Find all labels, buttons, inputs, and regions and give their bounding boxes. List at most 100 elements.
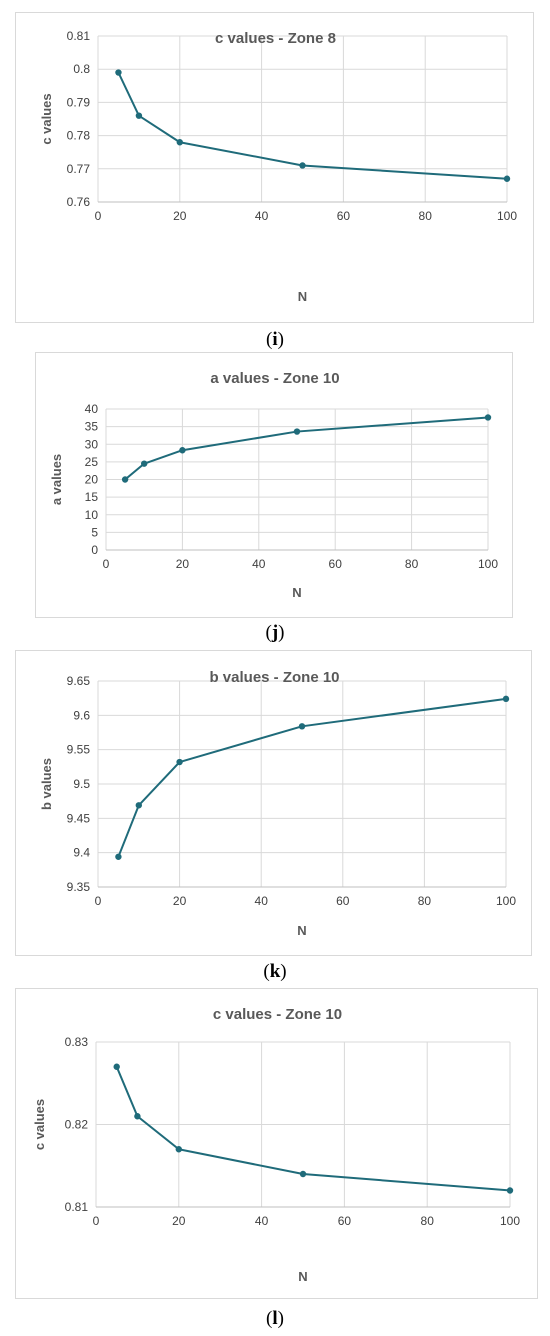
chart-panel-i: 0 20 40 60 80 100 0.76 0.77 0.78 0.79 0.8 0.81 c val… xyxy=(15,12,534,323)
x-tick-label: 80 xyxy=(419,209,433,223)
y-tick-label: 9.65 xyxy=(67,674,91,688)
x-tick-label: 20 xyxy=(172,1214,186,1228)
y-tick-label: 35 xyxy=(85,420,99,434)
y-tick-label: 25 xyxy=(85,455,99,469)
y-tick-label: 10 xyxy=(85,508,99,522)
y-tick-label: 0.82 xyxy=(65,1118,89,1132)
y-tick-label: 0.78 xyxy=(67,129,91,143)
caption-open: ( xyxy=(266,1308,273,1329)
data-point xyxy=(141,460,148,467)
x-tick-label: 80 xyxy=(421,1214,435,1228)
caption-close: ) xyxy=(277,329,284,350)
y-tick-label: 9.4 xyxy=(73,846,90,860)
data-point xyxy=(484,414,492,421)
chart-title: c values - Zone 10 xyxy=(213,1006,342,1023)
x-tick-label: 60 xyxy=(337,209,351,223)
y-axis-label: c values xyxy=(39,93,54,144)
x-tick-label: 20 xyxy=(173,209,187,223)
x-tick-label: 40 xyxy=(252,557,266,571)
x-tick-label: 20 xyxy=(176,557,190,571)
x-tick-label: 40 xyxy=(255,209,269,223)
y-tick-label: 9.6 xyxy=(73,708,90,722)
y-tick-label: 0.76 xyxy=(67,195,91,209)
x-tick-label: 60 xyxy=(329,557,343,571)
x-tick-label: 60 xyxy=(336,894,350,908)
x-tick-label: 40 xyxy=(255,894,269,908)
x-axis-label: N xyxy=(298,289,307,304)
data-point xyxy=(506,1187,514,1194)
data-point xyxy=(121,476,129,483)
data-point xyxy=(134,1113,141,1120)
data-point xyxy=(176,758,183,766)
data-point xyxy=(176,139,183,146)
caption-open: ( xyxy=(265,622,272,643)
y-tick-label: 0.77 xyxy=(67,162,91,176)
chart-title: c values - Zone 8 xyxy=(215,30,336,47)
data-point xyxy=(299,162,306,169)
chart-svg-k: 0 20 40 60 80 100 9.35 9.4 9.45 9.5 9.55 9.6 9.65 b v… xyxy=(39,669,516,938)
data-point xyxy=(502,695,510,703)
data-point xyxy=(115,853,122,860)
chart-svg-l: 0 20 40 60 80 100 0.81 0.82 0.83 c values - Zone … xyxy=(32,1006,520,1284)
data-point xyxy=(298,723,306,730)
chart-svg-j: 0 20 40 60 80 100 0 5 10 15 20 25 30 35 40 a values - Z… xyxy=(49,370,498,600)
y-tick-label: 0.81 xyxy=(67,29,91,43)
y-tick-label: 0.8 xyxy=(73,62,90,76)
y-tick-label: 20 xyxy=(85,473,99,487)
caption-k: (k) xyxy=(0,961,550,983)
y-tick-label: 30 xyxy=(85,437,99,451)
x-tick-label: 100 xyxy=(496,894,516,908)
y-tick-label: 9.55 xyxy=(67,743,91,757)
data-point xyxy=(175,1146,182,1153)
y-tick-label: 5 xyxy=(91,525,98,539)
data-point xyxy=(503,175,511,182)
x-tick-label: 0 xyxy=(95,894,102,908)
x-tick-label: 40 xyxy=(255,1214,269,1228)
data-point xyxy=(293,428,301,435)
caption-letter: l xyxy=(272,1308,278,1329)
x-tick-label: 100 xyxy=(497,209,517,223)
data-point xyxy=(135,112,143,119)
caption-open: ( xyxy=(266,329,273,350)
y-tick-label: 15 xyxy=(85,490,99,504)
data-point xyxy=(135,802,142,809)
chart-title: a values - Zone 10 xyxy=(210,370,339,387)
series-line xyxy=(117,697,507,858)
data-point xyxy=(113,1063,120,1070)
x-tick-label: 60 xyxy=(338,1214,352,1228)
chart-panel-k: 0 20 40 60 80 100 9.35 9.4 9.45 9.5 9.55 9.6 9.65 b v… xyxy=(15,650,532,956)
x-tick-label: 0 xyxy=(103,557,110,571)
chart-title: b values - Zone 10 xyxy=(209,669,339,686)
caption-close: ) xyxy=(277,1308,284,1329)
y-tick-label: 9.35 xyxy=(67,880,91,894)
data-point xyxy=(299,1170,307,1178)
y-axis-label: a values xyxy=(49,454,64,505)
y-tick-label: 9.5 xyxy=(73,777,90,791)
chart-panel-l: 0 20 40 60 80 100 0.81 0.82 0.83 c values - Zone … xyxy=(15,988,538,1299)
data-point xyxy=(115,69,122,76)
data-point xyxy=(179,447,186,454)
x-axis-label: N xyxy=(292,585,301,600)
y-axis-label: b values xyxy=(39,758,54,810)
series-line xyxy=(115,1066,511,1192)
caption-letter: i xyxy=(272,329,278,350)
caption-j: (j) xyxy=(0,622,550,644)
y-tick-label: 0.79 xyxy=(67,95,91,109)
x-axis-label: N xyxy=(297,923,306,938)
chart-svg-i: 0 20 40 60 80 100 0.76 0.77 0.78 0.79 0.8 0.81 c val… xyxy=(39,29,517,304)
x-tick-label: 20 xyxy=(173,894,187,908)
x-tick-label: 100 xyxy=(500,1214,520,1228)
caption-open: ( xyxy=(263,961,270,982)
x-tick-label: 80 xyxy=(405,557,419,571)
y-tick-label: 0.83 xyxy=(65,1035,89,1049)
chart-panel-j: 0 20 40 60 80 100 0 5 10 15 20 25 30 35 40 a values - Z… xyxy=(35,352,513,618)
x-tick-label: 80 xyxy=(418,894,432,908)
series-line xyxy=(117,72,508,180)
y-tick-label: 40 xyxy=(85,402,99,416)
x-axis-label: N xyxy=(298,1269,307,1284)
y-axis-label: c values xyxy=(32,1099,47,1150)
caption-letter: k xyxy=(269,961,281,982)
x-tick-label: 0 xyxy=(93,1214,100,1228)
caption-i: (i) xyxy=(0,329,550,351)
y-tick-label: 0 xyxy=(91,543,98,557)
